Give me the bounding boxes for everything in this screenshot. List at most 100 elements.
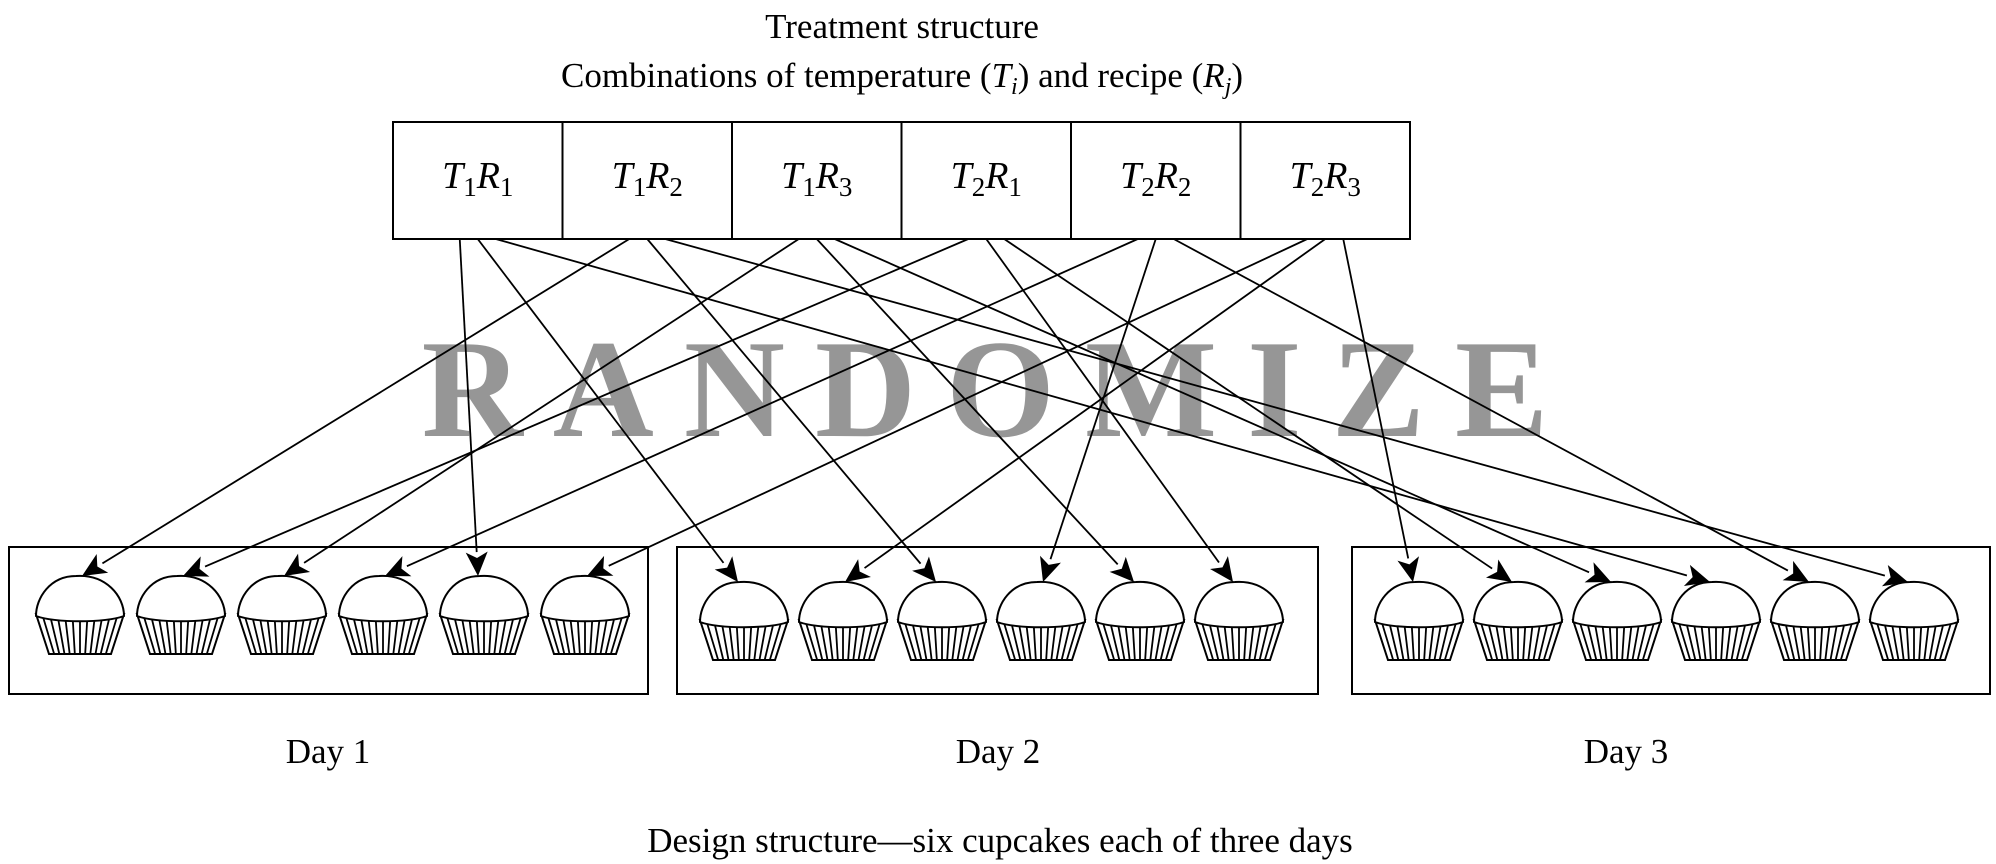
cupcake-pleat — [266, 617, 273, 655]
cupcake-pleat — [961, 623, 973, 661]
cupcake-top — [797, 580, 889, 629]
cupcake-pleat — [862, 623, 874, 661]
cupcake-pleat — [562, 617, 571, 655]
cupcake-pleat — [1065, 623, 1079, 661]
cupcake-pleat — [143, 617, 157, 655]
cupcake-pleat — [594, 617, 601, 655]
cupcake-top — [995, 580, 1087, 629]
cupcake-pleat — [812, 623, 824, 661]
cupcake-pleat — [374, 617, 379, 655]
assignment-arrows — [82, 238, 1908, 587]
cupcake-pleat — [306, 617, 320, 655]
cupcake-pleat — [728, 623, 735, 661]
cupcake-pleat — [1144, 623, 1149, 661]
cupcake-pleat — [735, 623, 740, 661]
cupcake-pleat — [827, 623, 834, 661]
cupcake-pleat — [1829, 623, 1838, 661]
cupcake — [995, 580, 1087, 661]
cupcake-pleat — [1018, 623, 1027, 661]
assignment-arrow — [646, 238, 936, 582]
cupcake-pleat — [1586, 623, 1598, 661]
cupcake-pleat — [1542, 623, 1556, 661]
cupcake-pleat — [1480, 623, 1494, 661]
cupcake-pleat — [1678, 623, 1692, 661]
cupcake-pleat — [857, 623, 866, 661]
cupcake-pleat — [1443, 623, 1457, 661]
cupcake-pleat — [1834, 623, 1846, 661]
cupcake-pleat — [713, 623, 725, 661]
cupcake-pleat — [1208, 623, 1220, 661]
arrow-shaft — [101, 238, 630, 565]
cupcake-top — [1571, 580, 1663, 629]
day-label: Day 1 — [286, 732, 371, 771]
cupcake-pleat — [273, 617, 278, 655]
day-block: Day 3 — [1351, 546, 1991, 771]
cupcake-pleat — [867, 623, 881, 661]
cupcake-pleat — [1159, 623, 1171, 661]
cupcake-pleat — [604, 617, 616, 655]
arrow-head — [1584, 562, 1611, 583]
day-block: Day 1 — [8, 546, 649, 771]
cupcake-pleat — [190, 617, 197, 655]
cupcake-pleat — [1154, 623, 1163, 661]
cupcake-pleat — [1117, 623, 1126, 661]
arrow-head — [1210, 556, 1233, 582]
cupcake-pleat — [1487, 623, 1499, 661]
arrow-head — [1683, 564, 1710, 587]
cupcake-pleat — [1149, 623, 1156, 661]
cupcake-pleat — [1410, 623, 1415, 661]
assignment-arrow — [845, 238, 1326, 582]
cupcake-pleat — [1792, 623, 1801, 661]
cupcake-pleat — [1537, 623, 1549, 661]
cupcake — [698, 580, 790, 661]
cupcake-pleat — [42, 617, 56, 655]
cupcake-pleat — [589, 617, 594, 655]
cupcake-pleat — [1258, 623, 1270, 661]
treatment-cell: T2R2 — [1070, 121, 1242, 240]
treatment-label: T2R2 — [1120, 155, 1191, 202]
arrow-head — [1109, 556, 1134, 582]
cupcake-pleat — [1777, 623, 1791, 661]
cupcake-pleat — [1045, 623, 1050, 661]
cupcake-pleat — [1784, 623, 1796, 661]
cupcake-pleat — [547, 617, 561, 655]
treatment-label-part: T — [1120, 155, 1144, 197]
arrow-head — [284, 553, 311, 576]
treatment-label-part: R — [476, 155, 500, 197]
arrow-shaft — [204, 238, 969, 568]
cupcake-top — [236, 574, 328, 623]
cupcake-pleat — [1131, 623, 1136, 661]
cupcake-pleat — [84, 617, 89, 655]
cupcake-pleat — [1522, 623, 1527, 661]
cupcake-pleat — [768, 623, 782, 661]
cupcake-pleat — [1725, 623, 1732, 661]
cupcake-pleat — [205, 617, 219, 655]
arrow-shaft — [406, 238, 1139, 568]
subtitle-r-subscript: j — [1222, 74, 1232, 100]
treatment-label-part: R — [1154, 155, 1178, 197]
arrow-shaft — [834, 238, 1590, 574]
treatment-cell-box — [392, 121, 564, 240]
cupcake-pleat — [286, 617, 291, 655]
treatment-label-part: 3 — [839, 172, 853, 202]
cupcake — [1571, 580, 1663, 661]
cupcake-pleat — [1201, 623, 1215, 661]
cupcake-pleat — [1631, 623, 1640, 661]
cupcake-pleat — [407, 617, 421, 655]
cupcake-pleat — [1876, 623, 1890, 661]
treatment-cell: T2R1 — [900, 121, 1072, 240]
cupcake-top — [1193, 580, 1285, 629]
cupcake-pleat — [503, 617, 515, 655]
arrow-shaft — [458, 238, 478, 553]
treatment-label-part: 1 — [463, 172, 477, 202]
cupcake-pleat — [1693, 623, 1702, 661]
assignment-arrow — [1173, 238, 1809, 582]
cupcake-pleat — [172, 617, 177, 655]
cupcake-pleat — [1883, 623, 1895, 661]
treatment-label-part: 3 — [1347, 172, 1361, 202]
cupcake-pleat — [1806, 623, 1811, 661]
cupcake-pleat — [758, 623, 767, 661]
cupcake-top — [337, 574, 429, 623]
day-box — [1351, 546, 1991, 695]
cupcake — [1670, 580, 1762, 661]
